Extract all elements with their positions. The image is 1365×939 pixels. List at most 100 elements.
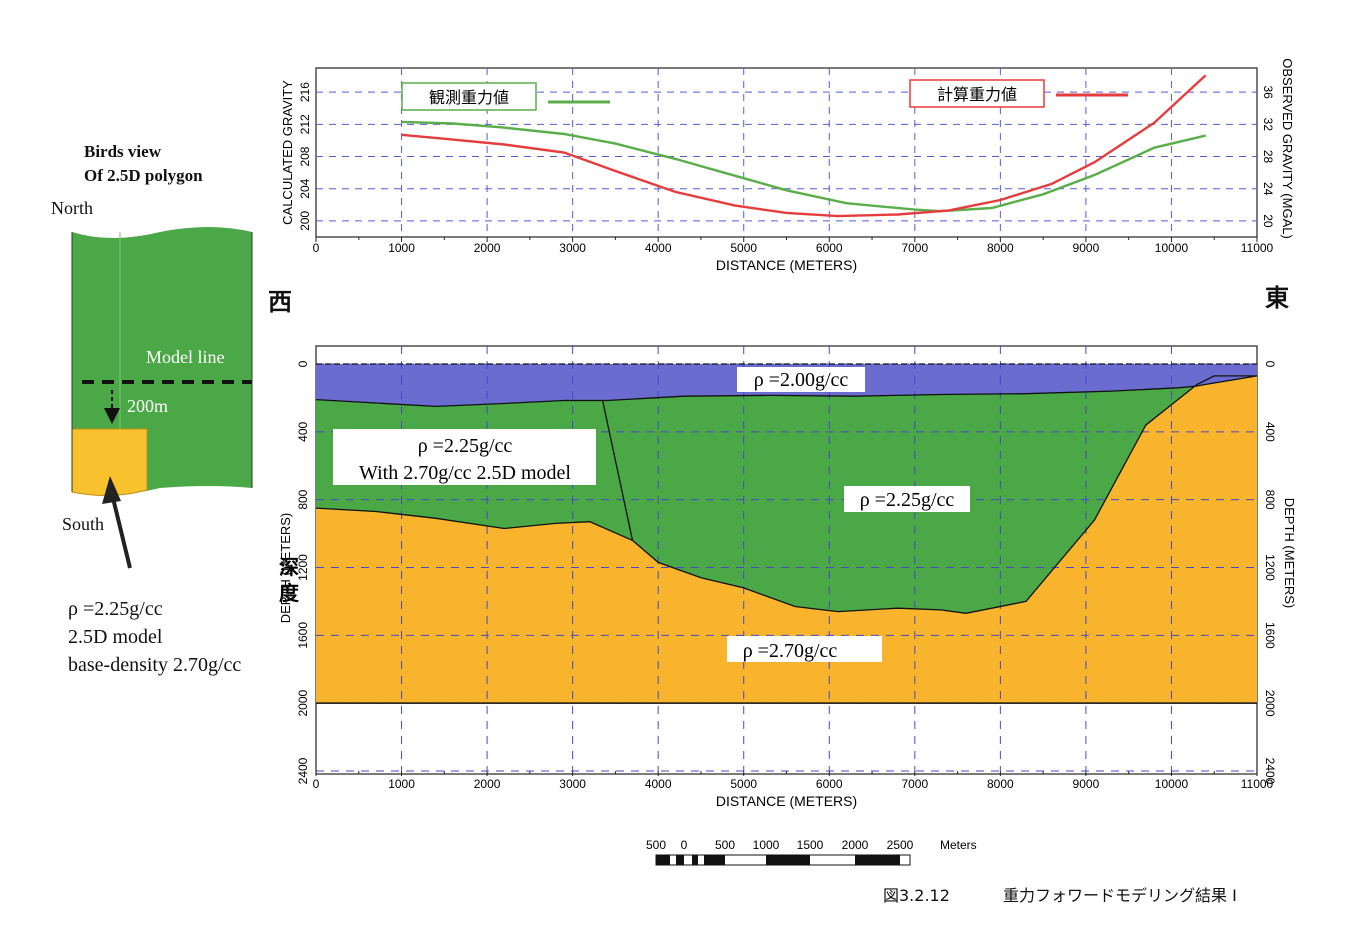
gravity-legend-box-1 [909,79,1045,108]
scale-label: 1500 [797,838,824,852]
birds-view-diagram [71,227,253,569]
gravity-ytick-right: 36 [1261,85,1275,99]
boundary-fault [601,400,634,541]
section-xtick-label: 6000 [816,777,843,791]
gravity-xtick-label: 1000 [388,241,415,255]
scale-label: 2500 [887,838,914,852]
section-ytick-right: 2000 [1263,690,1277,717]
scale-segment [855,855,900,865]
section-ylabel-kanji-2: 度 [279,581,300,605]
label-sediment-2-5d: ρ =2.25g/cc [418,435,513,457]
label-sediment: ρ =2.25g/cc [860,489,955,511]
section-ytick-left: 400 [296,422,310,442]
figure-title: 重力フォワードモデリング結果 I [1003,886,1237,905]
section-ytick-left: 800 [296,489,310,509]
scale-label: 0 [681,838,688,852]
scale-unit: Meters [940,838,977,852]
section-xtick-label: 4000 [645,777,672,791]
section-xlabel: DISTANCE (METERS) [716,793,857,809]
gravity-ytick-left: 204 [298,178,312,198]
section-ytick-left: 2400 [296,757,310,784]
section-ytick-right: 1200 [1263,554,1277,581]
section-ylabel-right: DEPTH (METERS) [1282,498,1297,609]
label-top-layer: ρ =2.00g/cc [754,369,849,391]
gravity-xtick-label: 9000 [1073,241,1100,255]
scale-segment [656,855,670,865]
density-section-chart: 0 1000 2000 3000 4000 5000 6000 7000 8000 9000 100… [278,345,1297,809]
boundary-top-layer [315,375,1258,408]
label-box-top-layer [737,367,865,392]
offset-label: 200m [127,396,169,416]
scale-bar: 500 0 500 1000 1500 2000 2500 Meters [646,838,977,866]
figure-number: 図3.2.12 [883,886,950,905]
birds-view-title: Birds view Of 2.5D polygon [84,140,203,188]
birds-view-note: ρ =2.25g/cc 2.5D model base-density 2.70… [68,595,241,679]
section-ytick-left: 1200 [296,554,310,581]
label-box-sediment-2-5d [333,429,596,485]
scale-label: 500 [715,838,735,852]
model-line-label: Model line [146,347,225,367]
gravity-ylabel-left: CALCULATED GRAVITY [280,80,295,225]
gravity-xtick-label: 4000 [645,241,672,255]
gravity-chart: 0 1000 2000 3000 4000 5000 6000 7000 8000 9000 100… [280,58,1295,273]
gravity-legend-label-0: 観測重力値 [429,89,509,107]
scale-segment [704,855,725,865]
section-ytick-right: 800 [1263,490,1277,510]
note-model: 2.5D model [68,626,163,648]
birds-view-title-line1: Birds view [84,142,161,161]
scale-segment [766,855,810,865]
west-label: 西 [268,288,292,316]
gravity-xtick-label: 11000 [1241,241,1274,255]
east-label: 東 [1265,284,1289,312]
section-ytick-left: 2000 [296,689,310,716]
section-ylabel-kanji-1: 深 [279,556,299,579]
gravity-xtick-label: 6000 [816,241,843,255]
gravity-legend-label-1: 計算重力値 [937,85,1017,104]
south-label: South [62,514,105,534]
gravity-series-line-1 [401,74,1207,218]
gravity-ytick-right: 28 [1261,150,1275,164]
section-xtick-label: 2000 [474,777,501,791]
label-box-basement [727,636,882,662]
gravity-ytick-left: 200 [298,211,312,231]
note-base-density: base-density 2.70g/cc [68,654,242,676]
section-xtick-label: 3000 [559,777,586,791]
gravity-ytick-left: 212 [298,114,312,134]
scale-label: 500 [646,838,666,852]
pointer-arrow-line [110,493,132,569]
boundary-basement [315,375,1257,614]
section-ytick-right: 1600 [1263,622,1277,649]
section-ytick-right: 0 [1263,361,1277,368]
gravity-ytick-right: 24 [1261,182,1275,196]
scale-segment [692,855,698,865]
gravity-ytick-right: 20 [1261,214,1275,228]
gravity-xtick-label: 7000 [901,241,928,255]
north-label: North [51,198,93,218]
gravity-series-line-0 [401,120,1206,213]
section-ylabel-left: DEPTH (METERS) [278,513,293,624]
section-xtick-label: 9000 [1073,777,1100,791]
gravity-ytick-left: 216 [298,82,312,102]
gravity-xtick-label: 8000 [987,241,1014,255]
gravity-xtick-label: 3000 [559,241,586,255]
pointer-arrow-head [102,476,121,504]
note-density: ρ =2.25g/cc [68,598,163,620]
section-xtick-label: 7000 [901,777,928,791]
section-xtick-label: 8000 [987,777,1014,791]
scale-segment [676,855,684,865]
gravity-legend-box-0 [401,82,537,111]
label-box-sediment [844,486,970,512]
section-xtick-label: 11000 [1241,777,1274,791]
section-xtick-label: 5000 [730,777,757,791]
section-xtick-label: 1000 [388,777,415,791]
polygon-green-area [72,227,252,496]
section-ytick-right: 2400 [1263,758,1277,785]
section-xtick-label: 0 [313,777,320,791]
gravity-xlabel: DISTANCE (METERS) [716,257,857,273]
gravity-xtick-label: 5000 [730,241,757,255]
birds-view-title-line2: Of 2.5D polygon [84,166,203,185]
section-ytick-left: 0 [296,360,310,367]
gravity-xtick-label: 2000 [474,241,501,255]
layer-basement-area [316,375,1257,704]
scale-label: 2000 [842,838,869,852]
